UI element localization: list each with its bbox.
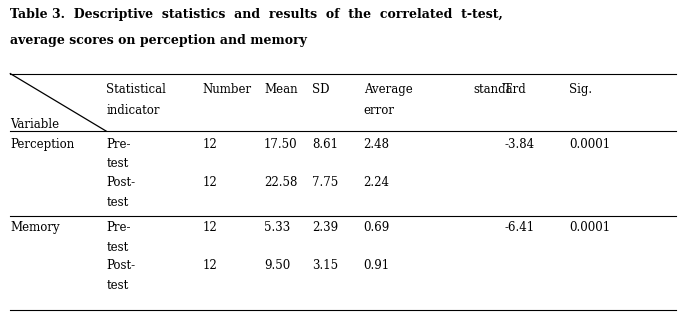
Text: Pre-: Pre- xyxy=(106,221,131,234)
Text: 0.91: 0.91 xyxy=(364,259,390,272)
Text: 7.75: 7.75 xyxy=(312,176,338,189)
Text: 8.61: 8.61 xyxy=(312,138,338,151)
Text: Memory: Memory xyxy=(10,221,60,234)
Text: 3.15: 3.15 xyxy=(312,259,338,272)
Text: Number: Number xyxy=(202,83,252,96)
Text: 22.58: 22.58 xyxy=(264,176,298,189)
Text: -3.84: -3.84 xyxy=(504,138,534,151)
Text: 0.0001: 0.0001 xyxy=(569,221,611,234)
Text: 12: 12 xyxy=(202,221,217,234)
Text: 12: 12 xyxy=(202,259,217,272)
Text: SD: SD xyxy=(312,83,330,96)
Text: indicator: indicator xyxy=(106,104,160,117)
Text: 9.50: 9.50 xyxy=(264,259,290,272)
Text: Perception: Perception xyxy=(10,138,75,151)
Text: 0.69: 0.69 xyxy=(364,221,390,234)
Text: 12: 12 xyxy=(202,176,217,189)
Text: standard: standard xyxy=(473,83,526,96)
Text: Variable: Variable xyxy=(10,118,60,132)
Text: test: test xyxy=(106,241,128,254)
Text: 2.39: 2.39 xyxy=(312,221,338,234)
Text: Post-: Post- xyxy=(106,259,135,272)
Text: -6.41: -6.41 xyxy=(504,221,534,234)
Text: Pre-: Pre- xyxy=(106,138,131,151)
Text: 2.24: 2.24 xyxy=(364,176,390,189)
Text: test: test xyxy=(106,196,128,209)
Text: test: test xyxy=(106,157,128,171)
Text: error: error xyxy=(364,104,394,117)
Text: Statistical: Statistical xyxy=(106,83,166,96)
Text: 17.50: 17.50 xyxy=(264,138,298,151)
Text: 2.48: 2.48 xyxy=(364,138,390,151)
Text: Average: Average xyxy=(364,83,412,96)
Text: Table 3.  Descriptive  statistics  and  results  of  the  correlated  t-test,: Table 3. Descriptive statistics and resu… xyxy=(10,8,503,21)
Text: 0.0001: 0.0001 xyxy=(569,138,611,151)
Text: 5.33: 5.33 xyxy=(264,221,290,234)
Text: test: test xyxy=(106,279,128,292)
Text: Post-: Post- xyxy=(106,176,135,189)
Text: Mean: Mean xyxy=(264,83,298,96)
Text: T: T xyxy=(504,83,512,96)
Text: 12: 12 xyxy=(202,138,217,151)
Text: average scores on perception and memory: average scores on perception and memory xyxy=(10,34,307,47)
Text: Sig.: Sig. xyxy=(569,83,593,96)
